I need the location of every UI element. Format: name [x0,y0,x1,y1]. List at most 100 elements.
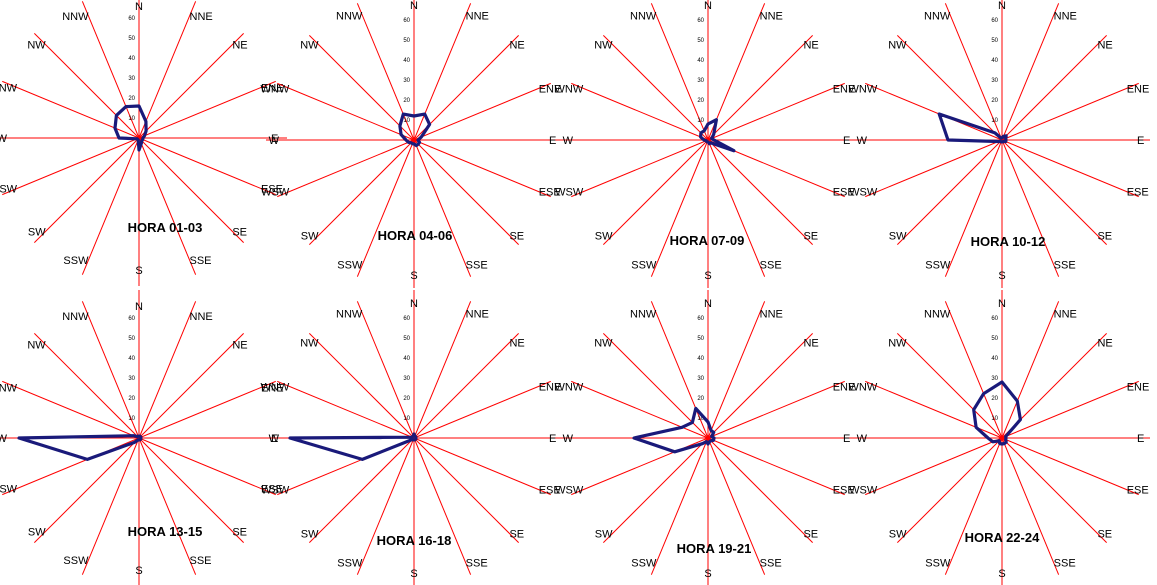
chart-title: HORA 16-18 [377,533,452,548]
direction-label-nnw: NNW [336,308,363,320]
direction-label-ese: ESE [539,187,561,199]
direction-label-wnw: WNW [261,381,290,393]
direction-label-nnw: NNW [630,308,657,320]
tick-label: 10 [697,118,704,124]
tick-label: 10 [128,116,135,122]
chart-title: HORA 13-15 [128,524,203,539]
direction-label-w: W [857,135,868,147]
tick-label: 30 [403,78,410,84]
spoke-sse [138,137,197,275]
direction-label-n: N [998,298,1006,310]
spoke-sw [896,139,1003,246]
direction-label-nw: NW [300,40,319,52]
tick-label: 60 [403,18,410,24]
spoke-wsw [277,139,415,198]
direction-label-ssw: SSW [63,255,89,267]
direction-label-ssw: SSW [63,555,89,567]
spoke-wsw [865,437,1003,496]
direction-label-se: SE [803,230,818,242]
direction-label-ene: ENE [1127,83,1150,95]
tick-label: 60 [403,316,410,322]
spoke-nne [413,301,472,439]
direction-label-wsw: WSW [555,485,584,497]
direction-label-n: N [135,301,143,313]
spoke-ese [138,137,276,196]
tick-label: 10 [403,416,410,422]
spoke-nw [33,332,140,439]
spoke-ene [707,380,845,439]
tick-label: 60 [991,18,998,24]
direction-label-nnw: NNW [62,11,89,23]
direction-label-ene: ENE [261,382,284,394]
tick-label: 40 [403,356,410,362]
tick-label: 30 [697,78,704,84]
spoke-sw [602,437,709,544]
spoke-se [1001,437,1108,544]
spoke-ese [1001,437,1139,496]
direction-label-ene: ENE [539,83,562,95]
tick-label: 30 [128,376,135,382]
spoke-sw [602,139,709,246]
tick-label: 60 [697,18,704,24]
tick-label: 20 [128,96,135,102]
spoke-se [1001,139,1108,246]
spoke-nw [308,332,415,439]
spoke-nw [896,34,1003,141]
tick-label: 40 [128,356,135,362]
direction-label-ne: NE [509,338,524,350]
direction-label-ne: NE [232,340,247,352]
chart-title: HORA 19-21 [677,541,752,556]
direction-label-nnw: NNW [924,308,951,320]
spoke-ne [707,332,814,439]
tick-label: 10 [403,118,410,124]
spoke-ene [138,80,276,139]
direction-label-sse: SSE [466,558,488,570]
direction-label-ne: NE [509,40,524,52]
spoke-ssw [81,137,140,275]
spoke-ese [413,437,551,496]
direction-label-se: SE [509,230,524,242]
tick-label: 40 [991,58,998,64]
direction-label-ssw: SSW [925,558,951,570]
spoke-sse [707,437,766,575]
spoke-sse [413,139,472,277]
wind-rose-2: 10 20 30 40 50 60N NNE NE ENE E ESE SE SSE S SSW SW WSW W… [261,0,562,288]
spoke-se [413,139,520,246]
direction-label-e: E [843,135,850,147]
direction-label-nnw: NNW [62,311,89,323]
direction-label-ese: ESE [833,187,855,199]
direction-label-w: W [0,133,8,145]
direction-label-ene: ENE [833,381,856,393]
tick-label: 60 [991,316,998,322]
tick-label: 30 [128,76,135,82]
tick-label: 50 [128,36,135,42]
direction-label-ssw: SSW [925,260,951,272]
direction-label-wsw: WSW [555,187,584,199]
chart-title: HORA 22-24 [965,530,1040,545]
spoke-ssw [650,437,709,575]
spoke-sse [1001,437,1060,575]
spoke-wnw [2,80,140,139]
direction-label-nw: NW [594,40,613,52]
direction-label-n: N [998,0,1006,12]
tick-label: 30 [991,78,998,84]
direction-label-e: E [271,133,278,145]
series-polygon [632,406,716,454]
direction-label-wnw: WNW [849,381,878,393]
direction-label-e: E [1137,135,1144,147]
spoke-nne [138,301,197,439]
spoke-ese [413,139,551,198]
direction-label-se: SE [509,528,524,540]
spoke-nnw [81,301,140,439]
spoke-ne [413,332,520,439]
spoke-nnw [650,3,709,141]
spoke-sw [33,437,140,544]
direction-label-se: SE [232,226,247,238]
direction-label-s: S [135,565,142,577]
chart-title: HORA 01-03 [128,220,203,235]
direction-label-w: W [857,433,868,445]
tick-label: 50 [697,336,704,342]
tick-label: 20 [697,396,704,402]
direction-label-sw: SW [28,226,46,238]
